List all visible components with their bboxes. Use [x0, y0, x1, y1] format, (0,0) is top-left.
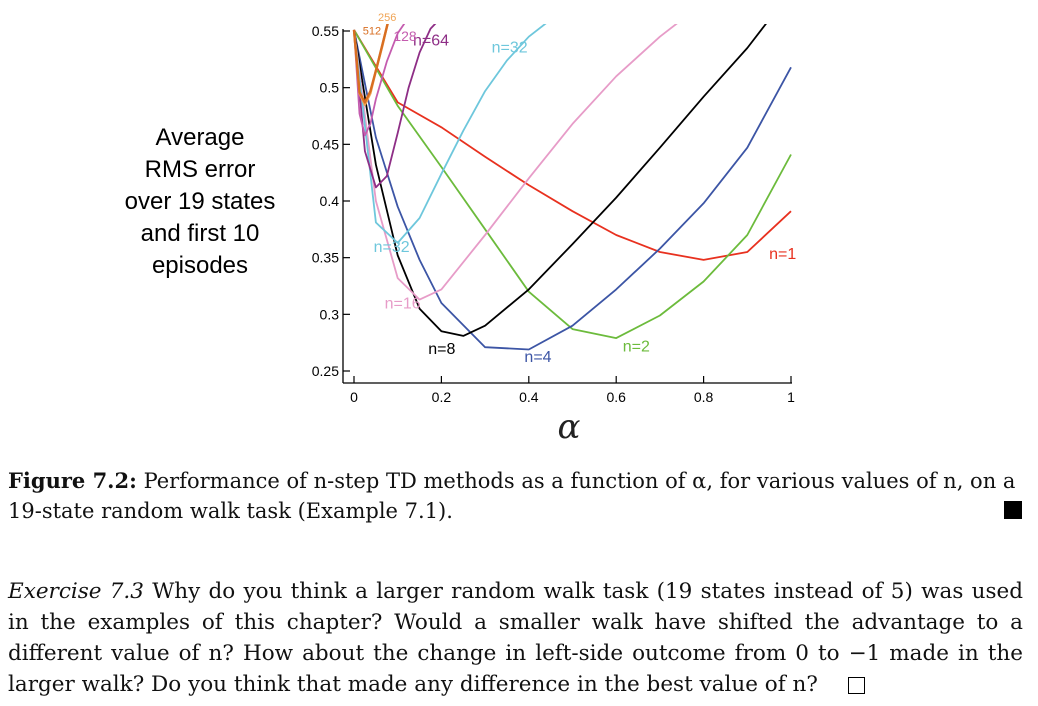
- y-axis-label: Average RMS error over 19 states and fir…: [100, 122, 300, 282]
- series-label: n=2: [623, 339, 650, 356]
- x-tick-label: 0: [350, 389, 358, 405]
- chart-series-layer: [352, 24, 792, 351]
- y-axis-label-line: Average: [155, 124, 245, 151]
- series-line-n=64: [353, 24, 437, 189]
- x-axis-label: α: [558, 407, 581, 447]
- series-label: n=32: [374, 239, 410, 256]
- series-line-n=1: [353, 29, 792, 261]
- y-tick-label: 0.35: [312, 250, 339, 266]
- series-label: n=1: [769, 246, 796, 263]
- series-line-n=32: [353, 24, 547, 244]
- y-axis-label-line: episodes: [151, 252, 249, 279]
- y-tick-label: 0.25: [312, 363, 339, 379]
- series-line-n=16: [353, 24, 678, 301]
- series-label: 128: [393, 28, 417, 44]
- x-tick-label: 0.6: [606, 389, 626, 405]
- x-tick-label: 1: [787, 389, 795, 405]
- y-axis-label-line: over 19 states: [124, 188, 276, 215]
- exercise-label: Exercise 7.3: [8, 579, 144, 604]
- series-label: 512: [363, 25, 381, 37]
- y-tick-label: 0.55: [312, 23, 339, 39]
- exercise-paragraph: Exercise 7.3 Why do you think a larger r…: [8, 576, 1023, 700]
- chart: 0.250.30.350.40.450.50.550 0.2 0.4 0.6 0.8 1 …: [312, 12, 797, 447]
- series-label: n=4: [524, 349, 551, 366]
- series-label: n=8: [428, 341, 455, 358]
- series-line-128: [353, 24, 406, 137]
- x-tick-label: 0.8: [694, 389, 714, 405]
- series-line-n=4: [353, 29, 792, 351]
- y-tick-label: 0.4: [320, 193, 340, 209]
- y-tick-label: 0.5: [320, 80, 340, 96]
- x-tick-label: 0.2: [432, 389, 452, 405]
- series-label: n=32: [492, 40, 528, 57]
- figure-caption: Figure 7.2: Performance of n-step TD met…: [8, 466, 1023, 526]
- chart-axes: 0.25 0.3 0.35 0.4 0.45 0.5 0.55 0 0.2 0.4 0.6 0.8 1: [312, 23, 795, 405]
- series-line-n=8: [353, 24, 767, 337]
- y-axis-label-line: and first 10: [140, 220, 260, 247]
- series-label: n=64: [413, 33, 449, 50]
- series-label: 256: [378, 12, 396, 24]
- series-line-n=2: [353, 29, 792, 340]
- series-label: n=16: [385, 296, 421, 313]
- end-of-exercise-marker: [847, 676, 865, 694]
- figure-caption-text: Performance of n-step TD methods as a fu…: [8, 469, 1016, 523]
- series-line-512: [352, 24, 389, 104]
- x-tick-label: 0.4: [519, 389, 539, 405]
- y-tick-label: 0.45: [312, 136, 339, 152]
- figure-caption-label: Figure 7.2:: [8, 468, 137, 493]
- y-axis-label-line: RMS error: [144, 156, 256, 183]
- exercise-text: Why do you think a larger random walk ta…: [8, 579, 1023, 697]
- end-of-figure-marker: [1004, 501, 1022, 519]
- y-tick-label: 0.3: [320, 306, 340, 322]
